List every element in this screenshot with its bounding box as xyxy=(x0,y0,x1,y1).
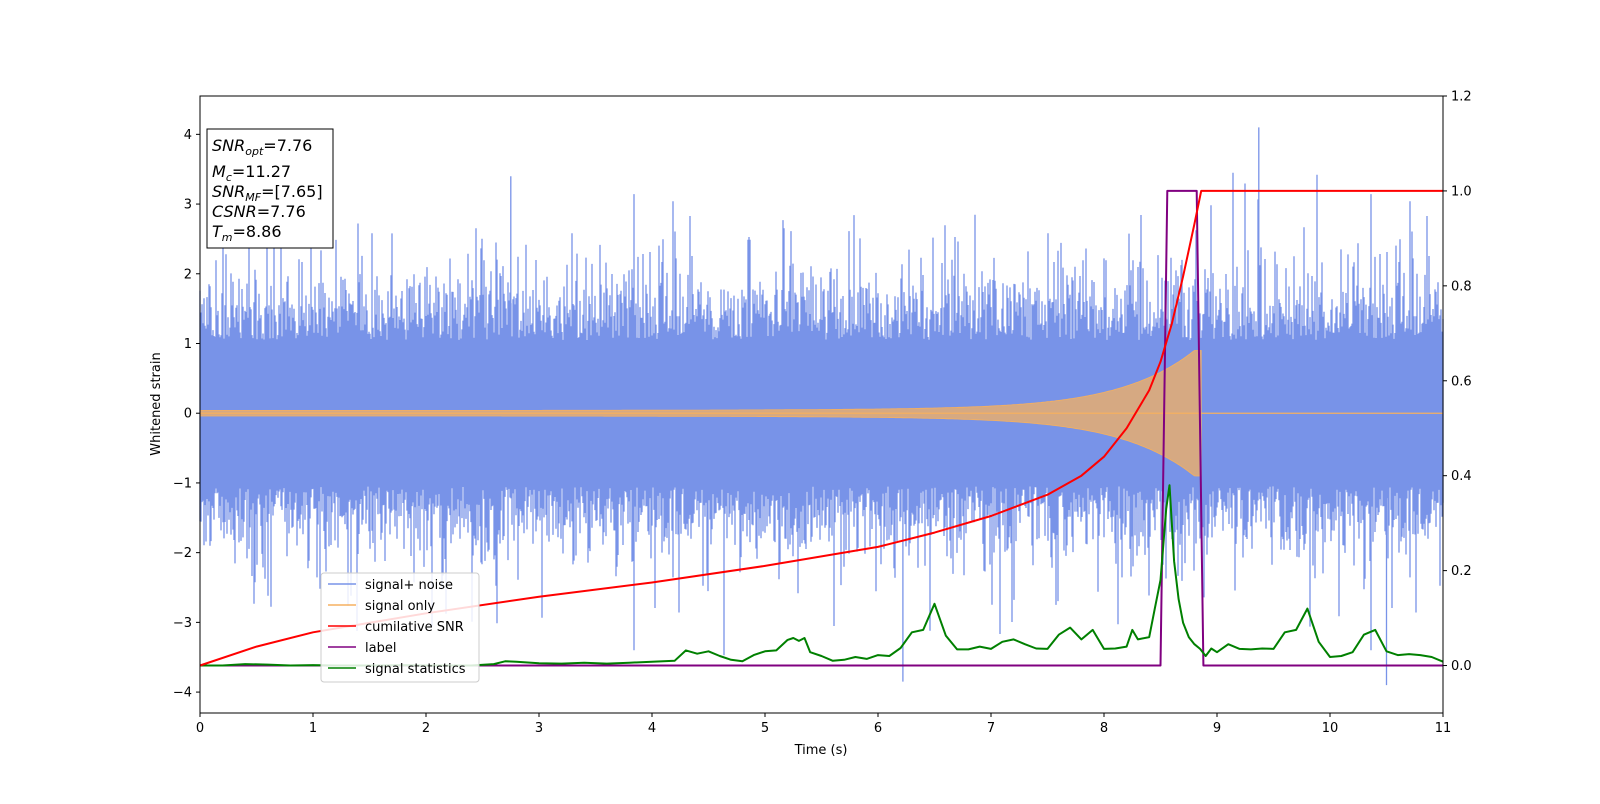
y2-tick-label: 1.2 xyxy=(1451,90,1472,105)
x-tick-label: 8 xyxy=(1100,721,1108,736)
y2-tick-label: 0.8 xyxy=(1451,279,1472,294)
x-tick-label: 9 xyxy=(1213,721,1221,736)
y-tick-label: −2 xyxy=(173,546,192,561)
legend-label: signal+ noise xyxy=(365,578,453,593)
x-tick-label: 2 xyxy=(422,721,430,736)
x-tick-label: 4 xyxy=(648,721,656,736)
y-axis-right: 0.0 0.2 0.4 0.6 0.8 1.0 1.2 xyxy=(1443,90,1472,674)
legend-item-cumulative-snr: cumilative SNR xyxy=(328,620,464,635)
legend-frame xyxy=(320,572,480,683)
legend-label: signal statistics xyxy=(365,662,466,677)
y-tick-label: 1 xyxy=(184,337,192,352)
series-cumulative-snr xyxy=(199,189,1443,667)
info-tm: Tm=8.86 xyxy=(212,222,282,244)
y-tick-label: 0 xyxy=(184,407,192,422)
y2-tick-label: 1.0 xyxy=(1451,184,1472,199)
y-tick-label: −3 xyxy=(173,616,192,631)
info-snr-mf: SNRMF=[7.65] xyxy=(212,182,323,204)
info-box-frame xyxy=(206,128,334,249)
y-tick-label: 2 xyxy=(184,267,192,282)
y2-tick-label: 0.0 xyxy=(1451,659,1472,674)
legend-label: signal only xyxy=(365,599,435,614)
y-axis-label: Whitened strain xyxy=(149,352,164,455)
x-tick-label: 11 xyxy=(1435,721,1452,736)
x-axis-label: Time (s) xyxy=(794,743,848,758)
series-signal-statistics xyxy=(200,484,1444,667)
statistics-line xyxy=(200,484,1444,667)
info-mc: Mc=11.27 xyxy=(212,162,291,184)
y-tick-label: −1 xyxy=(173,476,192,491)
y-tick-label: −4 xyxy=(173,686,192,701)
y-tick-label: 4 xyxy=(184,128,192,143)
y-tick-label: 3 xyxy=(184,198,192,213)
legend-item-signal-statistics: signal statistics xyxy=(328,662,466,677)
y-axis-left: −4 −3 −2 −1 0 1 2 3 4 xyxy=(173,128,200,701)
series-label xyxy=(200,189,1443,667)
y2-tick-label: 0.4 xyxy=(1451,469,1472,484)
legend-item-label: label xyxy=(328,641,396,656)
legend-label: cumilative SNR xyxy=(365,620,464,635)
info-csnr: CSNR=7.76 xyxy=(212,202,306,221)
x-tick-label: 0 xyxy=(196,721,204,736)
info-box: SNRopt=7.76 Mc=11.27 SNRMF=[7.65] CSNR=7… xyxy=(206,128,334,249)
y2-tick-label: 0.6 xyxy=(1451,374,1472,389)
label-line xyxy=(200,189,1443,667)
cumulative-snr-line xyxy=(199,189,1443,667)
plot-frame xyxy=(199,95,1444,714)
x-tick-label: 7 xyxy=(987,721,995,736)
x-tick-label: 5 xyxy=(761,721,769,736)
legend-label: label xyxy=(365,641,396,656)
y2-tick-label: 0.2 xyxy=(1451,564,1472,579)
x-tick-label: 3 xyxy=(535,721,543,736)
x-tick-label: 10 xyxy=(1322,721,1339,736)
legend-item-signal-noise: signal+ noise xyxy=(328,578,453,593)
legend-item-signal-only: signal only xyxy=(328,599,435,614)
x-tick-label: 6 xyxy=(874,721,882,736)
x-axis: 0 1 2 3 4 5 6 7 8 9 10 11 xyxy=(196,713,1451,736)
x-tick-label: 1 xyxy=(309,721,317,736)
legend: signal+ noise signal only cumilative SNR… xyxy=(320,572,480,683)
info-snr-opt: SNRopt=7.76 xyxy=(212,136,312,158)
